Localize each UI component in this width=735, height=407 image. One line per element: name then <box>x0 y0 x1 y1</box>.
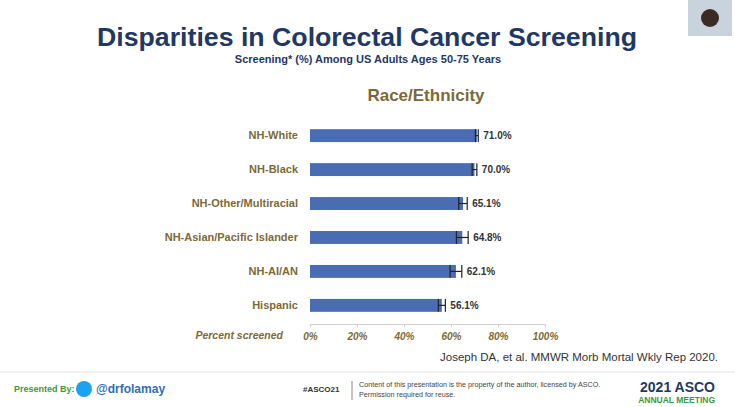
footer-divider <box>352 381 353 400</box>
data-label: 71.0% <box>483 130 511 141</box>
subtitle: Screening* (%) Among US Adults Ages 50-7… <box>235 53 501 65</box>
error-bar-line <box>438 305 445 306</box>
error-bar <box>475 129 478 142</box>
y-tick-label: NH-White <box>249 129 299 141</box>
error-bar-cap <box>445 299 446 312</box>
data-label: 70.0% <box>482 164 510 175</box>
video-person <box>701 9 719 27</box>
error-bar-line <box>472 169 477 170</box>
bar <box>310 265 456 278</box>
bar <box>310 197 463 210</box>
y-tick-label: NH-Asian/Pacific Islander <box>165 231 299 243</box>
y-tick: NH-Asian/Pacific Islander <box>165 231 299 243</box>
hashtag: #ASCO21 <box>303 385 340 394</box>
x-axis: 0% 20% 40% 60% 80% 100% <box>303 324 558 342</box>
error-bar-cap <box>475 129 476 142</box>
error-bar-cap <box>456 231 457 244</box>
x-tick-label: 20% <box>346 331 367 342</box>
y-tick-label: NH-AI/AN <box>249 265 299 277</box>
logo: 2021 ASCO <box>640 379 715 395</box>
x-axis-title: Percent screened <box>195 329 283 341</box>
x-tick: 60% <box>441 324 461 342</box>
error-bar <box>472 163 477 176</box>
y-tick: NH-Black <box>249 163 299 175</box>
bar <box>310 299 442 312</box>
background <box>0 0 735 407</box>
tick-mark <box>357 324 358 327</box>
error-bar-line <box>456 237 468 238</box>
handle: @drfolamay <box>96 382 165 396</box>
x-tick: 0% <box>303 324 318 342</box>
presented-by: Presented By: <box>14 384 75 394</box>
notice: Content of this presentation is the prop… <box>359 380 600 389</box>
x-tick-label: 60% <box>441 331 461 342</box>
tick-mark <box>451 324 452 327</box>
error-bar-cap <box>476 163 477 176</box>
footer-separator <box>0 372 735 373</box>
error-bar-cap <box>478 129 479 142</box>
error-bar-cap <box>438 299 439 312</box>
x-tick-label: 80% <box>488 331 508 342</box>
bar <box>310 129 477 142</box>
x-tick: 40% <box>393 324 414 342</box>
x-tick-label: 100% <box>533 331 559 342</box>
y-tick: NH-AI/AN <box>249 265 299 277</box>
y-tick: NH-White <box>249 129 299 141</box>
x-tick-label: 0% <box>303 331 318 342</box>
title: Disparities in Colorectal Cancer Screeni… <box>97 23 637 51</box>
error-bar <box>456 231 468 244</box>
bar <box>310 163 475 176</box>
slide: Disparities in Colorectal Cancer Screeni… <box>0 0 735 407</box>
y-tick-label: NH-Other/Multiracial <box>192 197 298 209</box>
twitter-icon <box>76 381 92 397</box>
error-bar <box>459 197 467 210</box>
y-axis: NH-White NH-Black NH-Other/Multiracial NH-A… <box>165 129 299 311</box>
tick-mark <box>404 324 405 327</box>
x-tick: 20% <box>346 324 367 342</box>
bar <box>310 231 462 244</box>
error-bar <box>438 299 445 312</box>
notice: Permission required for reuse. <box>359 390 455 399</box>
y-tick-label: Hispanic <box>252 299 298 311</box>
video-thumbnail <box>688 0 732 36</box>
error-bar-line <box>459 203 467 204</box>
data-label: 62.1% <box>467 266 495 277</box>
plot-area <box>310 129 478 312</box>
error-bar-cap <box>472 163 473 176</box>
error-bar <box>450 265 462 278</box>
y-tick-label: NH-Black <box>249 163 299 175</box>
error-bar-cap <box>467 197 468 210</box>
x-tick: 80% <box>488 324 508 342</box>
logo-sub: ANNUAL MEETING <box>638 395 715 405</box>
tick-mark <box>498 324 499 327</box>
y-tick: Hispanic <box>252 299 298 311</box>
axis-line <box>311 325 546 328</box>
x-tick: 100% <box>533 324 559 342</box>
error-bar-cap <box>461 265 462 278</box>
citation: Joseph DA, et al. MMWR Morb Mortal Wkly … <box>440 351 718 363</box>
data-label: 64.8% <box>473 232 501 243</box>
error-bar-cap <box>449 265 450 278</box>
x-tick-label: 40% <box>393 331 414 342</box>
error-bar-cap <box>458 197 459 210</box>
error-bar-line <box>450 271 462 272</box>
tick-mark <box>545 324 546 327</box>
y-tick: NH-Other/Multiracial <box>192 197 298 209</box>
data-label: 56.1% <box>450 300 478 311</box>
error-bar-cap <box>468 231 469 244</box>
data-label: 65.1% <box>472 198 500 209</box>
tick-mark <box>310 324 311 327</box>
group-label: Race/Ethnicity <box>367 86 485 105</box>
